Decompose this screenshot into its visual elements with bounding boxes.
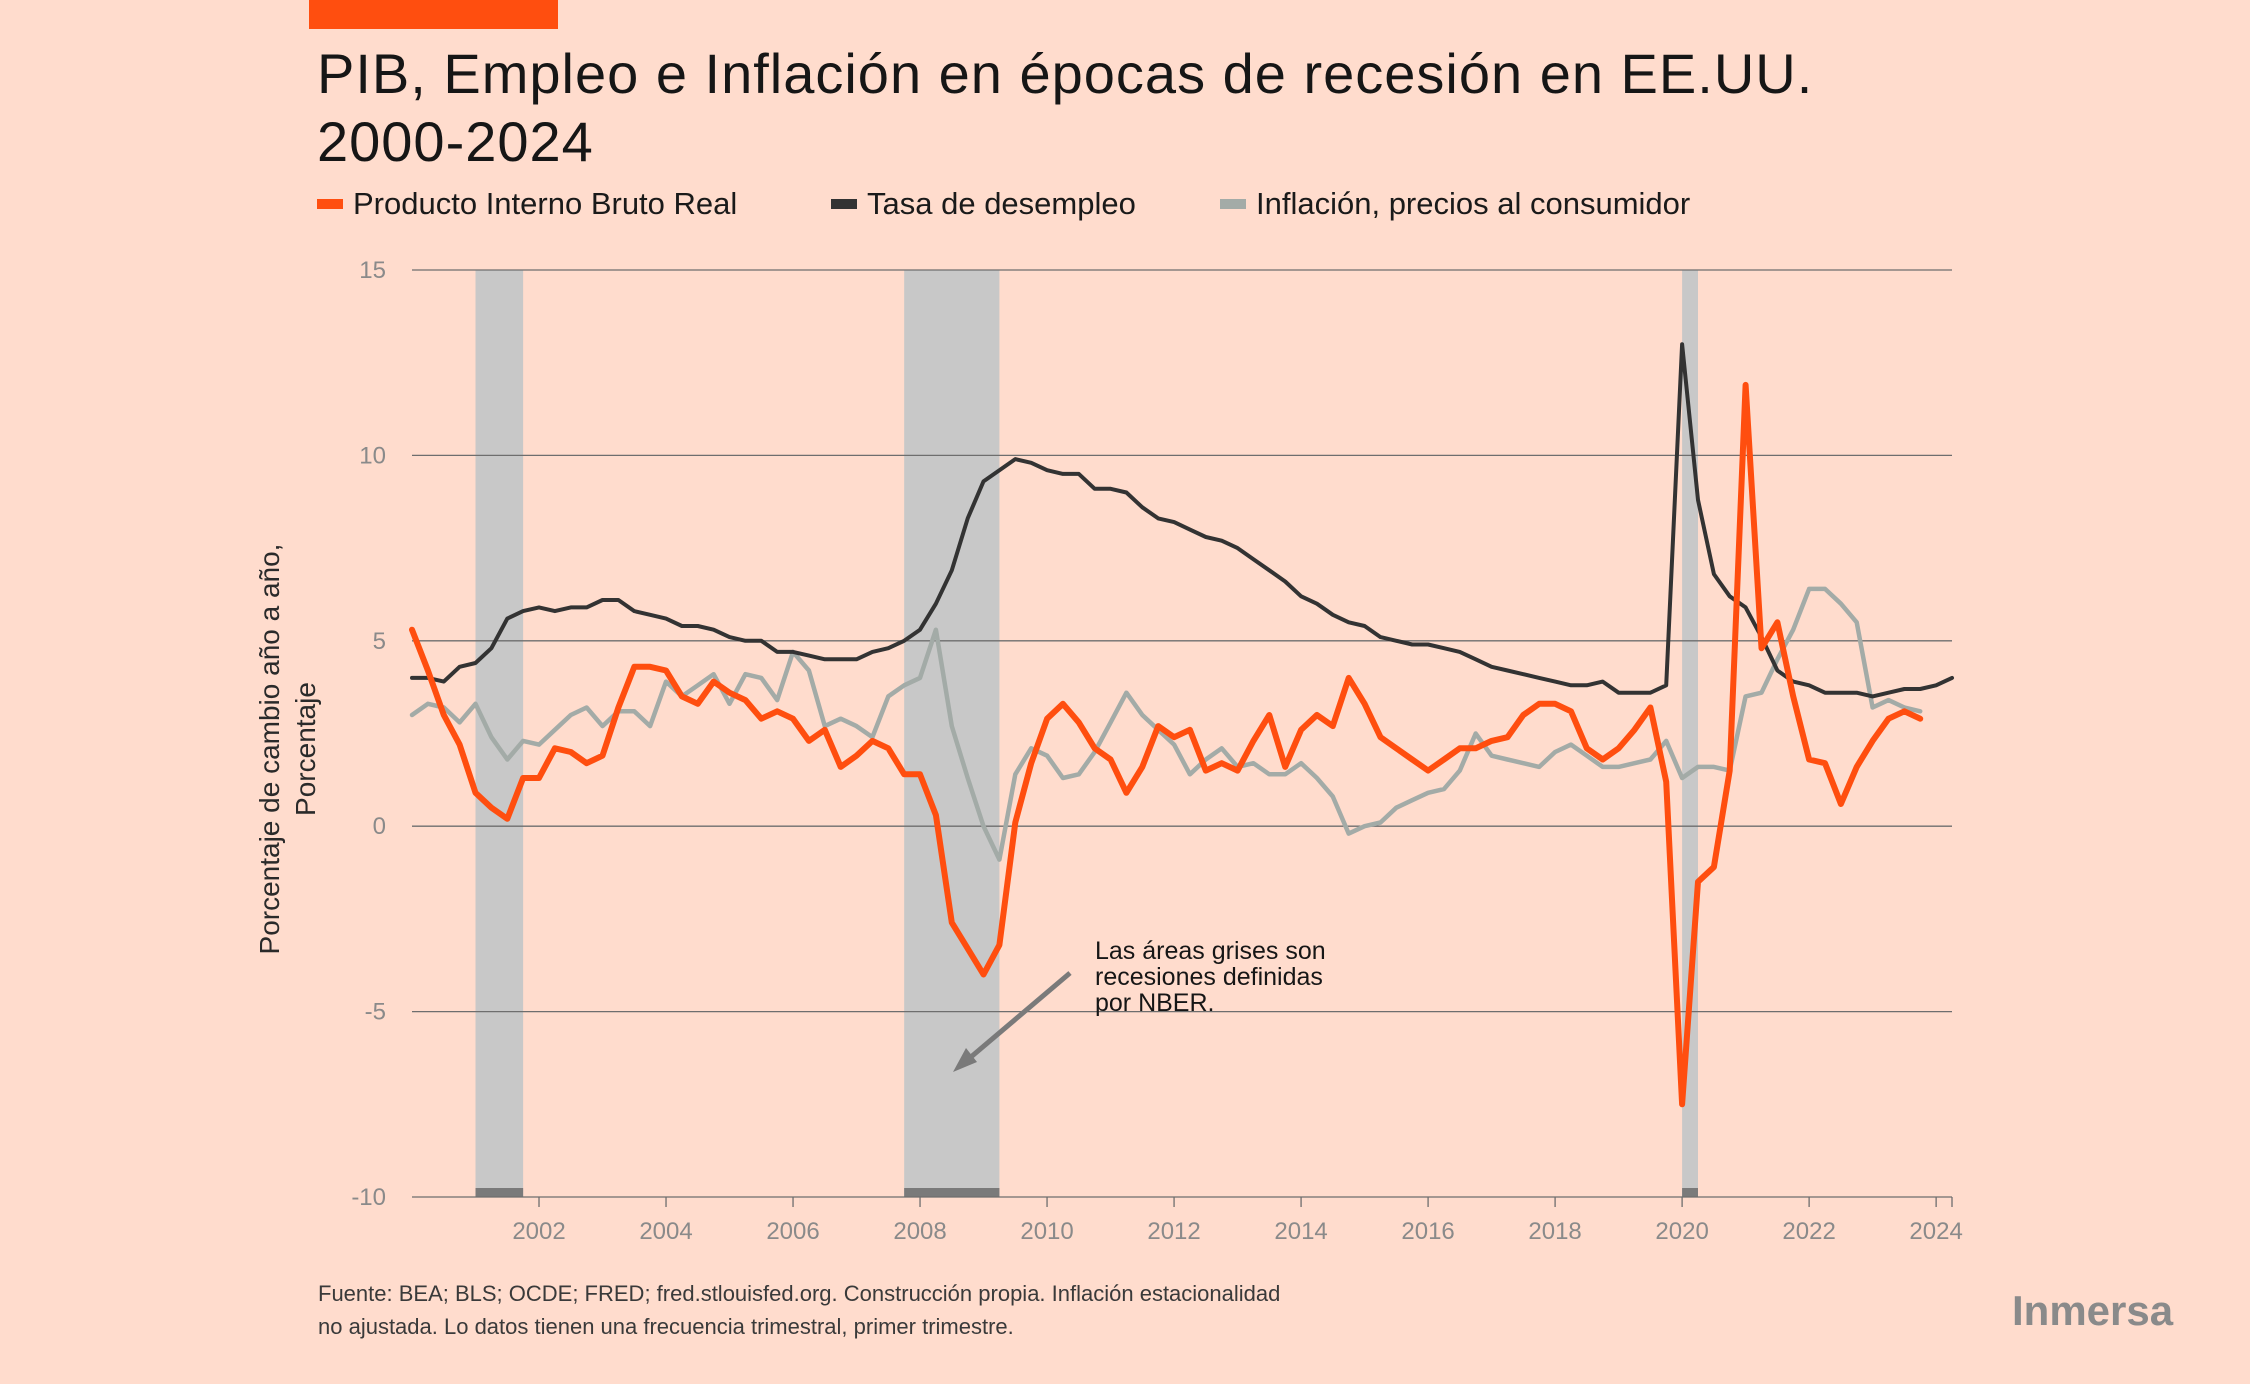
unemployment-line xyxy=(410,342,1954,699)
y-axis-label: Porcentaje de cambio año a año, Porcenta… xyxy=(252,514,332,984)
annotation-arrow-line xyxy=(963,971,1072,1064)
legend-label-unemployment: Tasa de desempleo xyxy=(867,186,1136,221)
title-line-2: 2000-2024 xyxy=(317,110,594,173)
legend-label-inflation: Inflación, precios al consumidor xyxy=(1256,186,1691,221)
recession-marker xyxy=(475,1188,524,1197)
annotation-line-2: recesiones definidas xyxy=(1095,963,1323,991)
brand-logo: Inmersa xyxy=(2012,1287,2174,1334)
legend-label-gdp: Producto Interno Bruto Real xyxy=(353,186,738,221)
legend-item-gdp: Producto Interno Bruto Real xyxy=(317,186,737,222)
x-tick-label: 2020 xyxy=(1655,1218,1708,1245)
legend-item-unemployment: Tasa de desempleo xyxy=(831,186,1136,222)
y-tick-label: 10 xyxy=(359,442,386,469)
source-line-2: no ajustada. Lo datos tienen una frecuen… xyxy=(318,1314,1014,1339)
x-tick-label: 2010 xyxy=(1020,1218,1073,1245)
source-line-1: Fuente: BEA; BLS; OCDE; FRED; fred.stlou… xyxy=(318,1281,1281,1306)
recession-marker xyxy=(1682,1188,1698,1197)
x-tick-label: 2018 xyxy=(1528,1218,1581,1245)
x-tick-label: 2022 xyxy=(1782,1218,1835,1245)
x-tick-label: 2016 xyxy=(1401,1218,1454,1245)
x-tick-label: 2002 xyxy=(512,1218,565,1245)
annotation-arrow-head xyxy=(953,1048,977,1072)
y-tick-label: 15 xyxy=(359,257,386,284)
inflation-line xyxy=(409,586,1923,862)
source-note: Fuente: BEA; BLS; OCDE; FRED; fred.stlou… xyxy=(318,1277,1418,1343)
legend-swatch-inflation xyxy=(1220,199,1246,209)
x-tick-label: 2008 xyxy=(893,1218,946,1245)
x-tick-label: 2012 xyxy=(1147,1218,1200,1245)
x-tick-label: 2006 xyxy=(766,1218,819,1245)
x-tick-label: 2024 xyxy=(1909,1218,1962,1245)
legend-item-inflation: Inflación, precios al consumidor xyxy=(1220,186,1690,222)
y-tick-label: 5 xyxy=(373,628,386,655)
legend-swatch-gdp xyxy=(317,199,343,209)
x-tick-label: 2014 xyxy=(1274,1218,1327,1245)
recession-marker xyxy=(904,1188,1000,1197)
annotation-line-1: Las áreas grises son xyxy=(1095,937,1326,965)
title-line-1: PIB, Empleo e Inflación en épocas de rec… xyxy=(317,42,1814,105)
x-tick-label: 2004 xyxy=(639,1218,692,1245)
accent-bar xyxy=(309,0,558,29)
y-axis-label-line-2: Porcentaje xyxy=(290,682,321,816)
y-tick-label: 0 xyxy=(373,813,386,840)
y-axis-label-line-1: Porcentaje de cambio año a año, xyxy=(254,543,285,955)
chart-title: PIB, Empleo e Inflación en épocas de rec… xyxy=(317,40,2017,176)
y-tick-label: -5 xyxy=(365,999,386,1026)
legend-swatch-unemployment xyxy=(831,199,857,209)
gdp-line xyxy=(409,381,1924,1108)
recession-annotation: Las áreas grises son recesiones definida… xyxy=(1095,938,1415,1016)
y-tick-label: -10 xyxy=(351,1184,386,1211)
recession-band xyxy=(475,270,524,1197)
annotation-line-3: por NBER. xyxy=(1095,989,1215,1017)
